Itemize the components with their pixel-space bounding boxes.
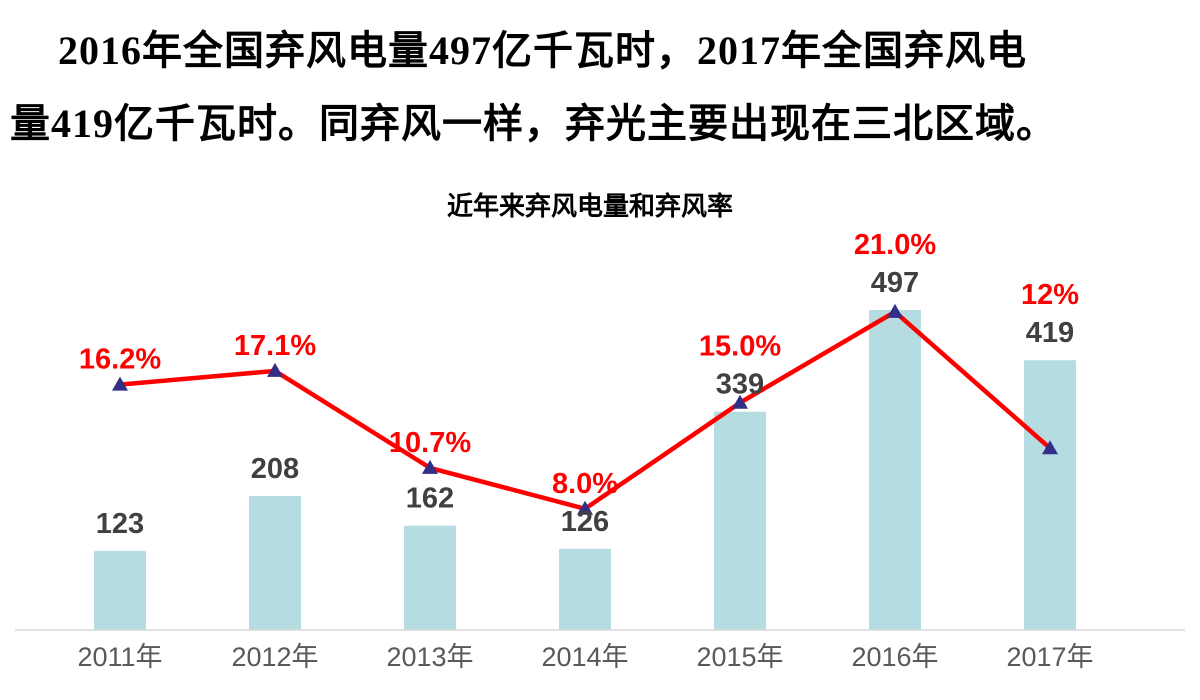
bar bbox=[94, 550, 146, 630]
bar bbox=[714, 411, 766, 630]
line-marker-icon bbox=[577, 500, 593, 515]
bar bbox=[249, 496, 301, 630]
bar-value-label: 126 bbox=[561, 506, 609, 538]
rate-value-label: 10.7% bbox=[389, 427, 471, 459]
bar-value-label: 208 bbox=[251, 453, 299, 485]
chart-title: 近年来弃风电量和弃风率 bbox=[446, 191, 733, 221]
bar bbox=[1024, 360, 1076, 630]
x-axis-label: 2014年 bbox=[541, 642, 628, 672]
bar-value-label: 339 bbox=[716, 369, 764, 401]
x-axis-label: 2017年 bbox=[1006, 642, 1093, 672]
combo-chart: 2011年 2012年 2013年 2014年 2015年 2016年 2017年 123 20… bbox=[15, 229, 1185, 672]
paragraph-line-1: 2016年全国弃风电量497亿千瓦时，2017年全国弃风电 bbox=[58, 28, 1027, 73]
bar bbox=[404, 525, 456, 630]
bar-value-label: 419 bbox=[1026, 317, 1074, 349]
bar bbox=[559, 548, 611, 630]
line-marker-icon bbox=[422, 459, 438, 474]
rate-value-label: 21.0% bbox=[854, 229, 936, 261]
rate-value-label: 15.0% bbox=[699, 331, 781, 363]
rate-value-label: 8.0% bbox=[552, 468, 618, 500]
line-marker-icon bbox=[887, 303, 903, 318]
x-axis-label: 2011年 bbox=[77, 642, 162, 672]
paragraph-line-2: 量419亿千瓦时。同弃风一样，弃光主要出现在三北区域。 bbox=[10, 101, 1057, 146]
line-marker-icon bbox=[1042, 440, 1058, 455]
rate-value-label: 17.1% bbox=[234, 330, 316, 362]
line-marker-icon bbox=[732, 394, 748, 409]
x-axis-label: 2013年 bbox=[386, 642, 473, 672]
x-axis-label: 2012年 bbox=[231, 642, 318, 672]
bar-value-label: 123 bbox=[96, 508, 144, 540]
bar-value-label: 497 bbox=[871, 267, 919, 299]
line-marker-icon bbox=[267, 362, 283, 377]
rate-value-label: 16.2% bbox=[79, 344, 161, 376]
intro-paragraph: 2016年全国弃风电量497亿千瓦时，2017年全国弃风电 量419亿千瓦时。同… bbox=[10, 14, 1194, 160]
x-axis-label: 2015年 bbox=[696, 642, 783, 672]
rate-value-label: 12% bbox=[1021, 279, 1079, 311]
bar bbox=[869, 310, 921, 630]
bar-value-label: 162 bbox=[406, 483, 454, 515]
line-marker-icon bbox=[112, 376, 128, 391]
x-axis-label: 2016年 bbox=[851, 642, 938, 672]
